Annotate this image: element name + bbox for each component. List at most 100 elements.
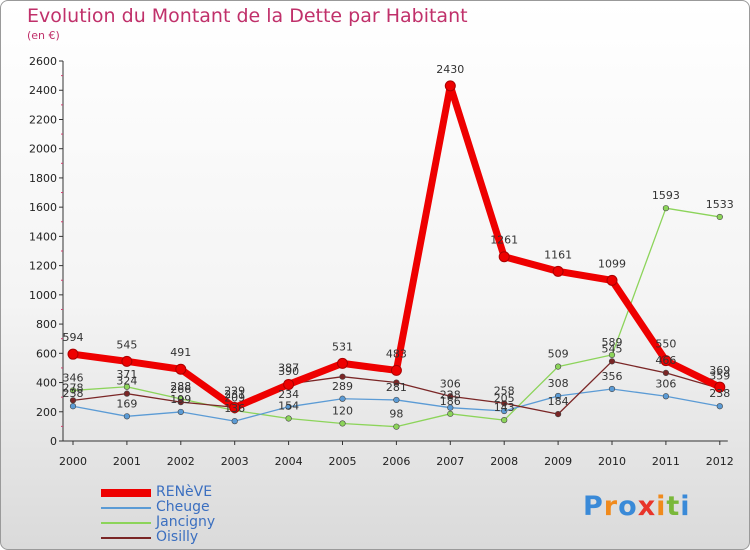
data-label-oisilly: 266 xyxy=(170,383,191,396)
data-label-jancigny: 1533 xyxy=(706,198,734,211)
data-label-cheuge: 238 xyxy=(709,387,730,400)
x-tick-label: 2011 xyxy=(652,455,680,468)
data-point-jancigny xyxy=(608,351,616,359)
data-point-oisilly xyxy=(662,369,670,376)
data-label-ren-ve: 550 xyxy=(655,338,676,351)
legend-swatch-oisilly xyxy=(101,537,151,539)
legend-swatch-jancigny xyxy=(101,522,151,524)
data-point-ren-ve xyxy=(121,355,133,367)
data-point-cheuge xyxy=(123,413,130,420)
y-tick-label: 400 xyxy=(36,377,57,390)
data-point-ren-ve xyxy=(606,274,618,286)
data-point-jancigny xyxy=(501,417,508,424)
data-label-ren-ve: 483 xyxy=(386,347,407,360)
data-label-cheuge: 281 xyxy=(386,381,407,394)
data-label-jancigny: 186 xyxy=(440,395,461,408)
data-point-ren-ve xyxy=(390,364,402,376)
y-tick-label: 2000 xyxy=(29,143,57,156)
x-tick-label: 2008 xyxy=(490,455,518,468)
legend-label-reneve: RENèVE xyxy=(156,484,213,500)
x-tick-label: 2005 xyxy=(329,455,357,468)
data-label-ren-ve: 531 xyxy=(332,340,353,353)
data-label-oisilly: 278 xyxy=(63,381,84,394)
data-label-jancigny: 371 xyxy=(116,368,137,381)
data-label-ren-ve: 387 xyxy=(278,361,299,374)
data-label-oisilly: 324 xyxy=(116,375,137,388)
legend-item-cheuge: Cheuge xyxy=(101,500,301,515)
y-tick-label: 2400 xyxy=(29,84,57,97)
data-point-ren-ve xyxy=(498,251,510,263)
x-tick-label: 2012 xyxy=(706,455,734,468)
data-label-cheuge: 356 xyxy=(602,370,623,383)
data-point-jancigny xyxy=(123,383,130,390)
data-point-oisilly xyxy=(339,373,346,380)
data-label-jancigny: 154 xyxy=(278,399,299,412)
data-label-jancigny: 143 xyxy=(494,401,515,414)
x-tick-label: 2000 xyxy=(59,455,87,468)
data-label-oisilly: 466 xyxy=(655,354,676,367)
data-label-jancigny: 98 xyxy=(389,408,403,421)
data-label-ren-ve: 2430 xyxy=(436,63,464,76)
data-point-oisilly xyxy=(501,400,508,407)
data-label-oisilly: 359 xyxy=(709,370,730,383)
data-label-ren-ve: 229 xyxy=(224,385,245,398)
data-label-jancigny: 120 xyxy=(332,404,353,417)
data-point-cheuge xyxy=(69,403,77,410)
data-label-oisilly: 231 xyxy=(224,388,245,401)
data-label-oisilly: 545 xyxy=(602,342,623,355)
data-label-cheuge: 199 xyxy=(170,393,191,406)
y-tick-label: 800 xyxy=(36,318,57,331)
data-label-ren-ve: 369 xyxy=(709,364,730,377)
y-tick-label: 2600 xyxy=(29,55,57,68)
data-label-jancigny: 346 xyxy=(63,371,84,384)
data-point-oisilly xyxy=(177,399,184,406)
legend-swatch-cheuge xyxy=(101,507,151,509)
x-tick-label: 2009 xyxy=(544,455,572,468)
data-point-ren-ve xyxy=(714,381,726,393)
data-point-jancigny xyxy=(69,387,77,394)
x-tick-label: 2006 xyxy=(382,455,410,468)
data-label-jancigny: 288 xyxy=(170,380,191,393)
data-point-cheuge xyxy=(231,418,238,425)
data-point-ren-ve xyxy=(444,80,456,92)
data-label-cheuge: 308 xyxy=(548,377,569,390)
data-label-ren-ve: 1161 xyxy=(544,248,572,261)
data-point-ren-ve xyxy=(660,355,672,367)
y-tick-label: 1400 xyxy=(29,230,57,243)
y-tick-label: 200 xyxy=(36,406,57,419)
data-point-oisilly xyxy=(608,358,616,365)
data-point-cheuge xyxy=(608,385,616,393)
data-label-oisilly: 184 xyxy=(548,395,569,408)
data-label-ren-ve: 594 xyxy=(63,331,84,344)
data-point-jancigny xyxy=(447,410,454,417)
y-tick-label: 1800 xyxy=(29,172,57,185)
data-point-oisilly xyxy=(447,393,454,400)
data-point-cheuge xyxy=(662,393,670,400)
data-point-jancigny xyxy=(339,420,346,427)
data-label-cheuge: 238 xyxy=(63,387,84,400)
data-label-jancigny: 589 xyxy=(602,336,623,349)
data-point-ren-ve xyxy=(552,265,564,277)
data-label-cheuge: 306 xyxy=(655,377,676,390)
proxiti-logo: Proxiti xyxy=(583,491,691,522)
y-tick-label: 1200 xyxy=(29,260,57,273)
x-tick-label: 2002 xyxy=(167,455,195,468)
data-point-ren-ve xyxy=(175,363,187,375)
legend-item-jancigny: Jancigny xyxy=(101,515,301,530)
data-label-ren-ve: 491 xyxy=(170,346,191,359)
legend: RENèVE Cheuge Jancigny Oisilly xyxy=(101,485,301,545)
data-point-cheuge xyxy=(339,395,346,402)
data-point-jancigny xyxy=(662,205,670,212)
data-point-oisilly xyxy=(554,411,562,418)
data-label-oisilly: 306 xyxy=(440,377,461,390)
data-point-ren-ve xyxy=(229,402,241,414)
data-point-jancigny xyxy=(554,363,562,370)
data-point-cheuge xyxy=(716,403,723,410)
data-point-jancigny xyxy=(716,213,723,221)
chart-title: Evolution du Montant de la Dette par Hab… xyxy=(27,5,468,27)
data-point-ren-ve xyxy=(283,378,295,390)
data-point-cheuge xyxy=(393,396,400,404)
data-point-cheuge xyxy=(501,407,508,415)
